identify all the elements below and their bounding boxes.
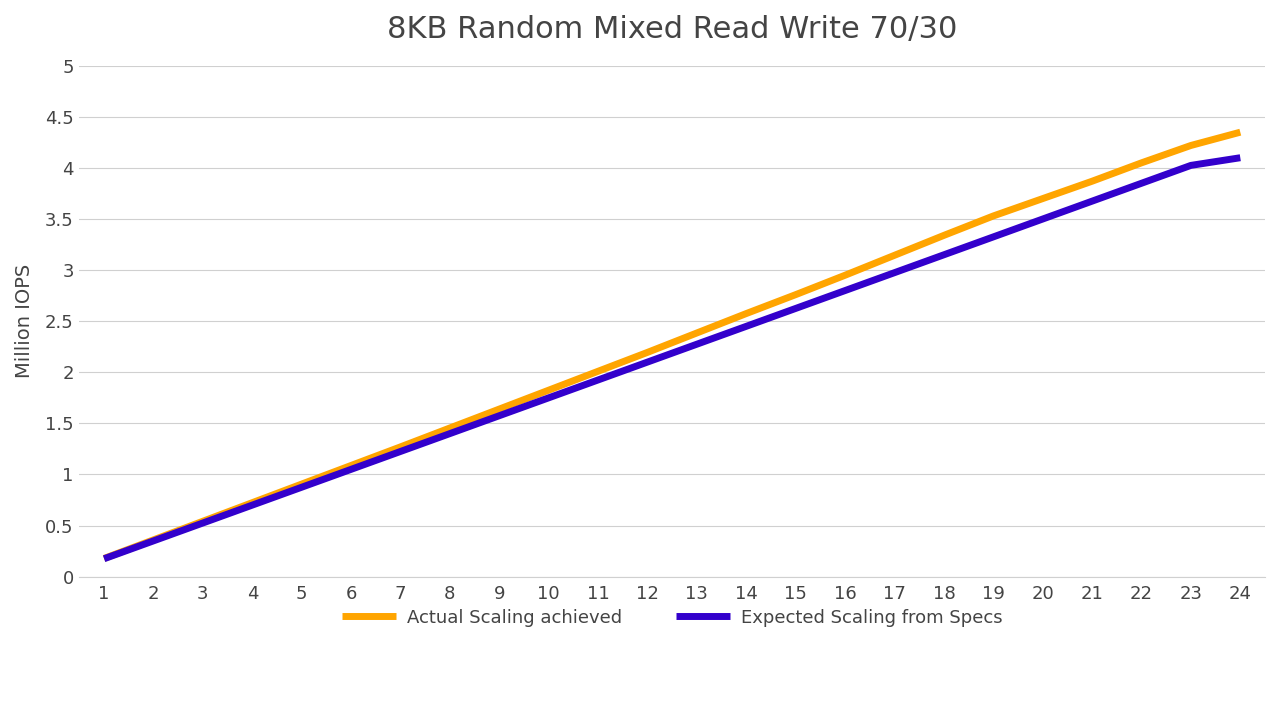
Actual Scaling achieved (837, 271, 852, 279)
Legend: Actual Scaling achieved, Expected Scaling from Specs: Actual Scaling achieved, Expected Scalin… (334, 602, 1010, 634)
Expected Scaling from Specs (393, 447, 408, 456)
Line: Expected Scaling from Specs: Expected Scaling from Specs (104, 158, 1240, 559)
Actual Scaling achieved (442, 424, 457, 432)
Expected Scaling from Specs (837, 286, 852, 295)
Expected Scaling from Specs (590, 376, 605, 384)
Expected Scaling from Specs (986, 232, 1001, 241)
Expected Scaling from Specs (541, 394, 557, 402)
Expected Scaling from Specs (196, 519, 211, 527)
Actual Scaling achieved (1134, 159, 1149, 167)
Actual Scaling achieved (1036, 194, 1051, 203)
Actual Scaling achieved (343, 461, 358, 470)
Actual Scaling achieved (640, 348, 655, 357)
Expected Scaling from Specs (442, 430, 457, 438)
Actual Scaling achieved (146, 536, 161, 544)
Actual Scaling achieved (244, 498, 260, 507)
Expected Scaling from Specs (244, 501, 260, 510)
Expected Scaling from Specs (294, 483, 310, 491)
Expected Scaling from Specs (689, 340, 704, 348)
Expected Scaling from Specs (788, 304, 804, 312)
Actual Scaling achieved (196, 517, 211, 526)
Actual Scaling achieved (1084, 177, 1100, 185)
Actual Scaling achieved (986, 212, 1001, 220)
Title: 8KB Random Mixed Read Write 70/30: 8KB Random Mixed Read Write 70/30 (387, 15, 957, 44)
Actual Scaling achieved (887, 251, 902, 260)
Actual Scaling achieved (1233, 128, 1248, 136)
Expected Scaling from Specs (739, 322, 754, 331)
Expected Scaling from Specs (1134, 179, 1149, 187)
Actual Scaling achieved (393, 443, 408, 451)
Line: Actual Scaling achieved: Actual Scaling achieved (104, 132, 1240, 558)
Expected Scaling from Specs (146, 536, 161, 545)
Actual Scaling achieved (541, 386, 557, 395)
Expected Scaling from Specs (1183, 161, 1198, 170)
Expected Scaling from Specs (936, 251, 951, 259)
Actual Scaling achieved (96, 554, 111, 562)
Expected Scaling from Specs (1084, 197, 1100, 206)
Expected Scaling from Specs (343, 465, 358, 474)
Expected Scaling from Specs (1233, 154, 1248, 162)
Actual Scaling achieved (590, 367, 605, 376)
Expected Scaling from Specs (887, 268, 902, 277)
Expected Scaling from Specs (96, 555, 111, 563)
Expected Scaling from Specs (640, 358, 655, 366)
Actual Scaling achieved (1183, 141, 1198, 150)
Actual Scaling achieved (689, 329, 704, 337)
Actual Scaling achieved (936, 231, 951, 239)
Actual Scaling achieved (788, 291, 804, 299)
Expected Scaling from Specs (1036, 215, 1051, 223)
Actual Scaling achieved (739, 310, 754, 318)
Actual Scaling achieved (492, 405, 507, 413)
Expected Scaling from Specs (492, 411, 507, 420)
Y-axis label: Million IOPS: Million IOPS (15, 264, 35, 378)
Actual Scaling achieved (294, 480, 310, 489)
